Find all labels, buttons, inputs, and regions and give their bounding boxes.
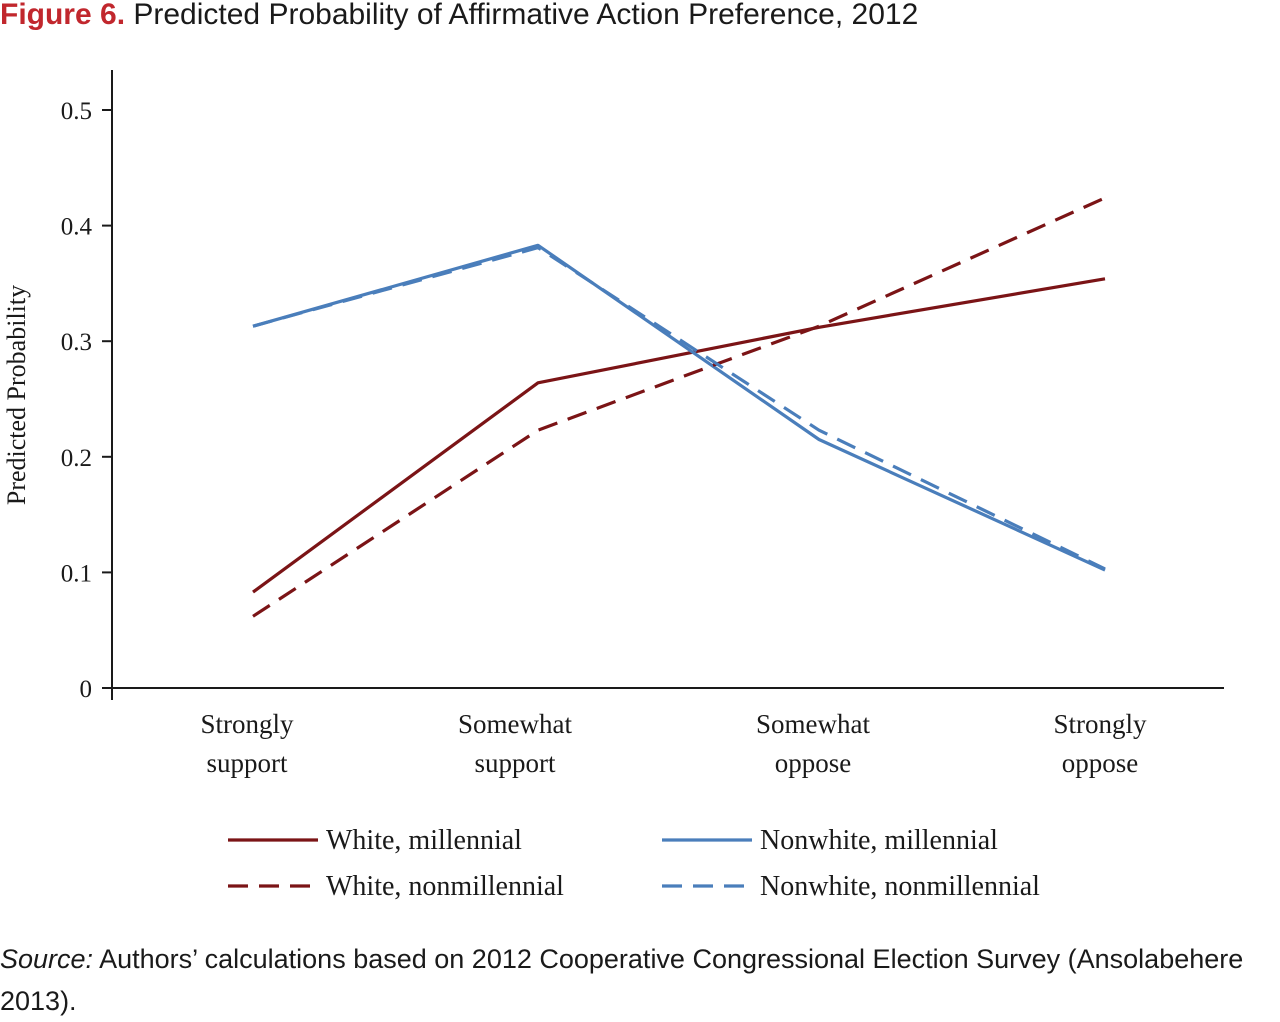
y-ticks: 0 0.1 0.2 0.3 0.4 0.5 — [61, 98, 112, 703]
series-line-white-millennial — [253, 279, 1105, 592]
legend-label: White, nonmillennial — [326, 871, 564, 902]
y-tick-label: 0.2 — [61, 445, 92, 472]
x-tick-label-line: oppose — [775, 748, 852, 778]
x-tick-label-line: Strongly — [200, 709, 294, 739]
x-tick-label: Somewhat support — [458, 709, 572, 778]
series-lines — [253, 198, 1105, 617]
source-text: Authors’ calculations based on 2012 Coop… — [0, 944, 1243, 1016]
y-tick-label: 0.1 — [61, 560, 92, 587]
series-line-nonwhite-millennial — [253, 245, 1105, 570]
y-axis-label: Predicted Probability — [2, 285, 31, 505]
source-note: Source: Authors’ calculations based on 2… — [0, 938, 1280, 1022]
x-ticks: Strongly support Somewhat support Somewhat op… — [200, 709, 1147, 778]
x-tick-label-line: support — [475, 748, 556, 778]
source-label: Source: — [0, 944, 93, 974]
y-tick-label: 0.5 — [61, 98, 92, 125]
y-axis: 0 0.1 0.2 0.3 0.4 0.5 — [61, 70, 112, 703]
legend: White, millennial Nonwhite, millennial Whi… — [228, 825, 1040, 902]
x-tick-label: Somewhat oppose — [756, 709, 870, 778]
legend-label: Nonwhite, millennial — [760, 825, 998, 856]
series-line-nonwhite-nonmillennial — [253, 248, 1105, 569]
x-tick-label-line: oppose — [1062, 748, 1139, 778]
x-tick-label-line: Somewhat — [756, 709, 870, 739]
x-tick-label-line: Strongly — [1053, 709, 1147, 739]
x-tick-label: Strongly support — [200, 709, 294, 778]
x-tick-label: Strongly oppose — [1053, 709, 1147, 778]
x-tick-label-line: Somewhat — [458, 709, 572, 739]
series-line-white-nonmillennial — [253, 198, 1105, 616]
y-tick-label: 0.4 — [61, 214, 93, 241]
y-tick-label: 0.3 — [61, 329, 92, 356]
x-tick-label-line: support — [207, 748, 288, 778]
x-axis: Strongly support Somewhat support Somewhat op… — [112, 688, 1224, 778]
legend-label: Nonwhite, nonmillennial — [760, 871, 1040, 902]
legend-label: White, millennial — [326, 825, 522, 856]
y-tick-label: 0 — [80, 676, 93, 703]
